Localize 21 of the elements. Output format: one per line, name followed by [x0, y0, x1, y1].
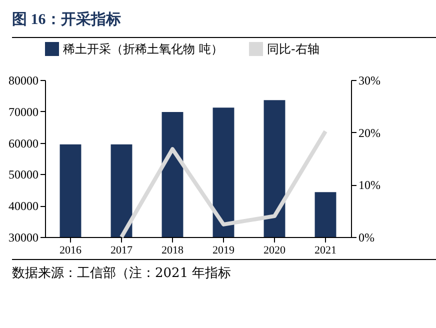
y-tick-label: 40000 [8, 199, 38, 214]
line-series [120, 129, 328, 239]
chart-title: 图 16：开采指标 [12, 10, 436, 38]
x-tick-label: 2019 [212, 244, 235, 256]
y-tick-label: 70000 [8, 104, 38, 119]
x-tick-label: 2021 [314, 244, 336, 256]
x-tick-label: 2017 [110, 244, 133, 256]
y2-tick-label: 30% [358, 74, 380, 88]
x-tick-label: 2020 [264, 244, 286, 256]
y-tick-label: 50000 [8, 168, 38, 182]
x-tick-label: 2016 [60, 244, 82, 256]
y2-tick-label: 10% [358, 178, 380, 192]
source-note: 数据来源：工信部（注：2021 年指标 [12, 259, 436, 282]
y2-tick-label: 0% [358, 230, 374, 244]
legend-label: 稀土开采（折稀土氧化物 吨） [63, 42, 223, 56]
x-tick-label: 2018 [162, 244, 184, 256]
y-tick-label: 80000 [8, 74, 38, 88]
y-tick-label: 60000 [8, 136, 38, 150]
legend-label: 同比-右轴 [267, 42, 320, 56]
y2-tick-label: 20% [358, 126, 380, 140]
y-tick-label: 30000 [8, 230, 38, 244]
